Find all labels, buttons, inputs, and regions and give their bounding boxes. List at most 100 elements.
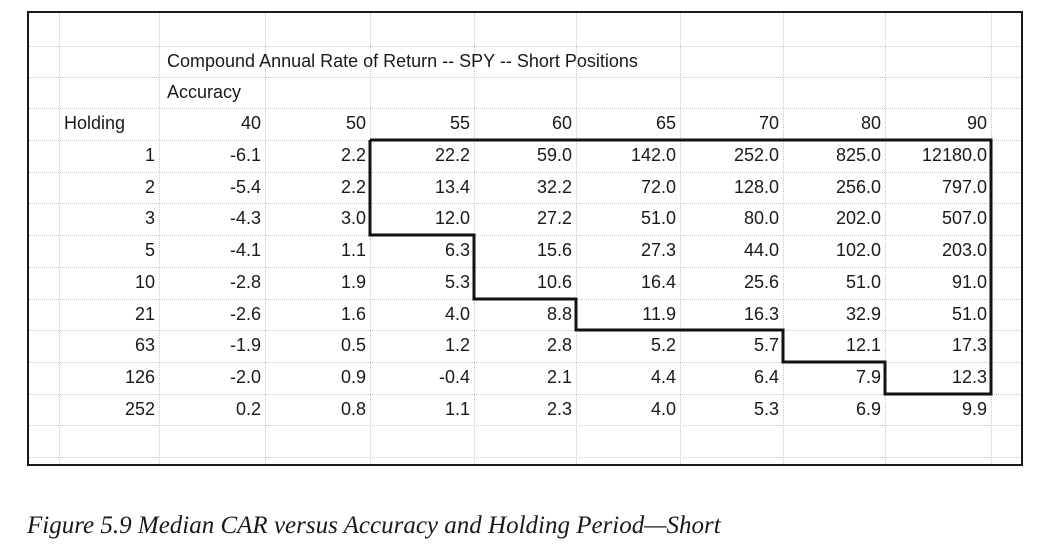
table-cell: 12180.0 xyxy=(921,145,987,165)
grid-line xyxy=(29,425,1021,426)
table-cell: 1.6 xyxy=(340,304,366,324)
accuracy-header-65: 65 xyxy=(655,113,676,133)
table-cell: 15.6 xyxy=(536,240,572,260)
table-cell: 72.0 xyxy=(640,177,676,197)
table-cell: -4.1 xyxy=(229,240,261,260)
table-cell: 1.1 xyxy=(444,399,470,419)
table-cell: 142.0 xyxy=(630,145,676,165)
table-cell: -0.4 xyxy=(438,367,470,387)
holding-value: 126 xyxy=(124,367,155,387)
holding-value: 3 xyxy=(144,208,155,228)
table-cell: -1.9 xyxy=(229,335,261,355)
table-cell: 12.1 xyxy=(845,335,881,355)
table-cell: 256.0 xyxy=(835,177,881,197)
table-cell: 0.8 xyxy=(340,399,366,419)
table-cell: 10.6 xyxy=(536,272,572,292)
holding-value: 10 xyxy=(134,272,155,292)
table-cell: 252.0 xyxy=(733,145,779,165)
table-cell: 6.9 xyxy=(855,399,881,419)
table-cell: 44.0 xyxy=(743,240,779,260)
grid-line xyxy=(29,77,1021,78)
table-cell: 0.2 xyxy=(235,399,261,419)
table-cell: 11.9 xyxy=(642,304,676,324)
accuracy-header-55: 55 xyxy=(449,113,470,133)
table-cell: 16.4 xyxy=(640,272,676,292)
table-cell: 2.1 xyxy=(546,367,572,387)
spreadsheet-table: Compound Annual Rate of Return -- SPY --… xyxy=(27,11,1023,466)
figure-caption: Figure 5.9 Median CAR versus Accuracy an… xyxy=(27,512,721,539)
accuracy-header-60: 60 xyxy=(551,113,572,133)
table-cell: 51.0 xyxy=(845,272,881,292)
table-cell: 5.7 xyxy=(753,335,779,355)
accuracy-label: Accuracy xyxy=(167,82,242,102)
table-cell: 4.4 xyxy=(650,367,676,387)
table-cell: 203.0 xyxy=(941,240,987,260)
table-cell: 16.3 xyxy=(743,304,779,324)
grid-line xyxy=(159,13,160,464)
table-cell: 4.0 xyxy=(650,399,676,419)
table-cell: 32.9 xyxy=(845,304,881,324)
grid-line xyxy=(265,13,266,464)
table-cell: 6.3 xyxy=(444,240,470,260)
table-cell: 5.3 xyxy=(444,272,470,292)
accuracy-header-70: 70 xyxy=(758,113,779,133)
holding-value: 63 xyxy=(134,335,155,355)
table-cell: 22.2 xyxy=(434,145,470,165)
holding-value: 21 xyxy=(134,304,155,324)
table-cell: 202.0 xyxy=(835,208,881,228)
table-cell: 0.9 xyxy=(340,367,366,387)
table-cell: 5.2 xyxy=(650,335,676,355)
table-cell: 2.2 xyxy=(340,145,366,165)
table-title: Compound Annual Rate of Return -- SPY --… xyxy=(167,51,638,71)
table-cell: 80.0 xyxy=(743,208,779,228)
holding-value: 5 xyxy=(144,240,155,260)
table-cell: 2.2 xyxy=(340,177,366,197)
table-cell: 32.2 xyxy=(536,177,572,197)
table-cell: 51.0 xyxy=(951,304,987,324)
holding-value: 252 xyxy=(124,399,155,419)
table-cell: 12.3 xyxy=(951,367,987,387)
table-cell: -2.0 xyxy=(229,367,261,387)
table-cell: -2.8 xyxy=(229,272,261,292)
table-cell: 5.3 xyxy=(753,399,779,419)
accuracy-header-40: 40 xyxy=(240,113,261,133)
table-cell: 12.0 xyxy=(434,208,470,228)
table-cell: 507.0 xyxy=(941,208,987,228)
table-cell: 2.8 xyxy=(546,335,572,355)
table-cell: 825.0 xyxy=(835,145,881,165)
table-cell: 51.0 xyxy=(640,208,676,228)
table-cell: 91.0 xyxy=(951,272,987,292)
table-cell: 27.2 xyxy=(536,208,572,228)
table-cell: 1.2 xyxy=(444,335,470,355)
accuracy-header-90: 90 xyxy=(966,113,987,133)
holding-value: 1 xyxy=(144,145,155,165)
accuracy-header-50: 50 xyxy=(345,113,366,133)
table-cell: 1.1 xyxy=(340,240,366,260)
table-cell: 2.3 xyxy=(546,399,572,419)
grid-line xyxy=(59,13,60,464)
holding-value: 2 xyxy=(144,177,155,197)
table-cell: 797.0 xyxy=(941,177,987,197)
table-cell: 102.0 xyxy=(835,240,881,260)
table-cell: 9.9 xyxy=(961,399,987,419)
grid-line xyxy=(29,457,1021,458)
table-cell: -2.6 xyxy=(229,304,261,324)
table-cell: 17.3 xyxy=(951,335,987,355)
table-cell: 0.5 xyxy=(340,335,366,355)
table-cell: 13.4 xyxy=(434,177,470,197)
table-cell: 6.4 xyxy=(753,367,779,387)
table-cell: 27.3 xyxy=(640,240,676,260)
holding-label: Holding xyxy=(64,113,126,133)
table-cell: 8.8 xyxy=(546,304,572,324)
table-cell: -5.4 xyxy=(229,177,261,197)
table-cell: 7.9 xyxy=(855,367,881,387)
table-cell: 1.9 xyxy=(340,272,366,292)
table-cell: 4.0 xyxy=(444,304,470,324)
table-cell: 128.0 xyxy=(733,177,779,197)
table-cell: -4.3 xyxy=(229,208,261,228)
table-cell: 3.0 xyxy=(340,208,366,228)
grid-line xyxy=(29,108,1021,109)
grid-line xyxy=(991,13,992,464)
grid-line xyxy=(29,46,1021,47)
table-cell: -6.1 xyxy=(229,145,261,165)
